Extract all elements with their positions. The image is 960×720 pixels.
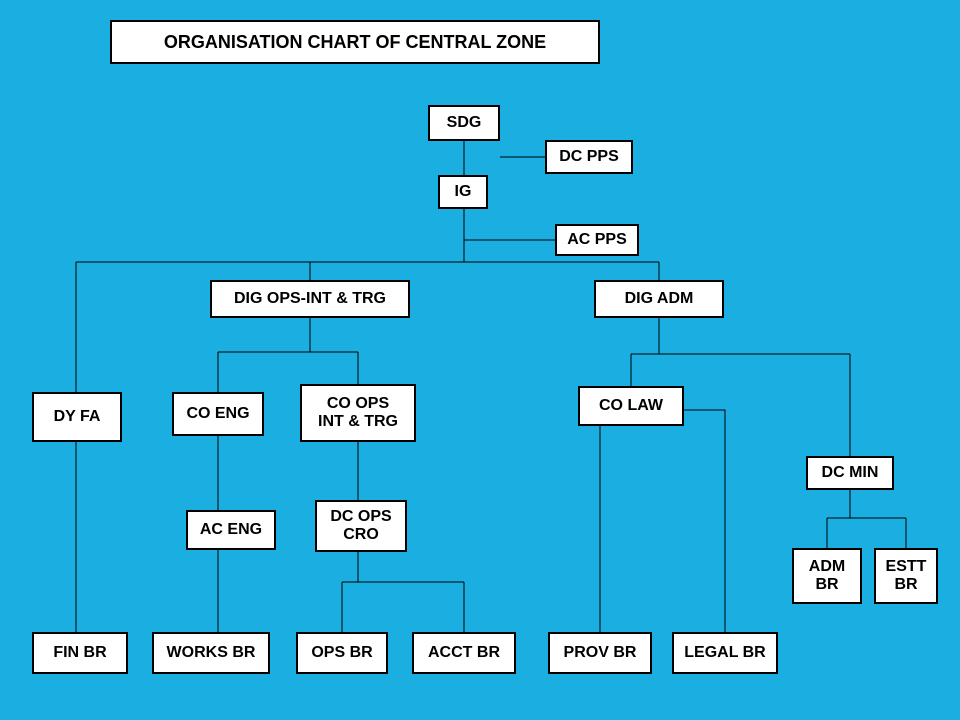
- node-aceng: AC ENG: [186, 510, 276, 550]
- node-dcmin: DC MIN: [806, 456, 894, 490]
- node-legalbr: LEGAL BR: [672, 632, 778, 674]
- node-digops: DIG OPS-INT & TRG: [210, 280, 410, 318]
- node-ig: IG: [438, 175, 488, 209]
- node-opsbr: OPS BR: [296, 632, 388, 674]
- node-acctbr: ACCT BR: [412, 632, 516, 674]
- node-worksbr: WORKS BR: [152, 632, 270, 674]
- node-dcpps: DC PPS: [545, 140, 633, 174]
- node-sdg: SDG: [428, 105, 500, 141]
- node-dcops: DC OPSCRO: [315, 500, 407, 552]
- node-dyfa: DY FA: [32, 392, 122, 442]
- node-admbr: ADMBR: [792, 548, 862, 604]
- node-finbr: FIN BR: [32, 632, 128, 674]
- node-esttbr: ESTTBR: [874, 548, 938, 604]
- node-coops: CO OPSINT & TRG: [300, 384, 416, 442]
- node-provbr: PROV BR: [548, 632, 652, 674]
- node-coeng: CO ENG: [172, 392, 264, 436]
- node-digadm: DIG ADM: [594, 280, 724, 318]
- node-acpps: AC PPS: [555, 224, 639, 256]
- node-colaw: CO LAW: [578, 386, 684, 426]
- title-box: ORGANISATION CHART OF CENTRAL ZONE: [110, 20, 600, 64]
